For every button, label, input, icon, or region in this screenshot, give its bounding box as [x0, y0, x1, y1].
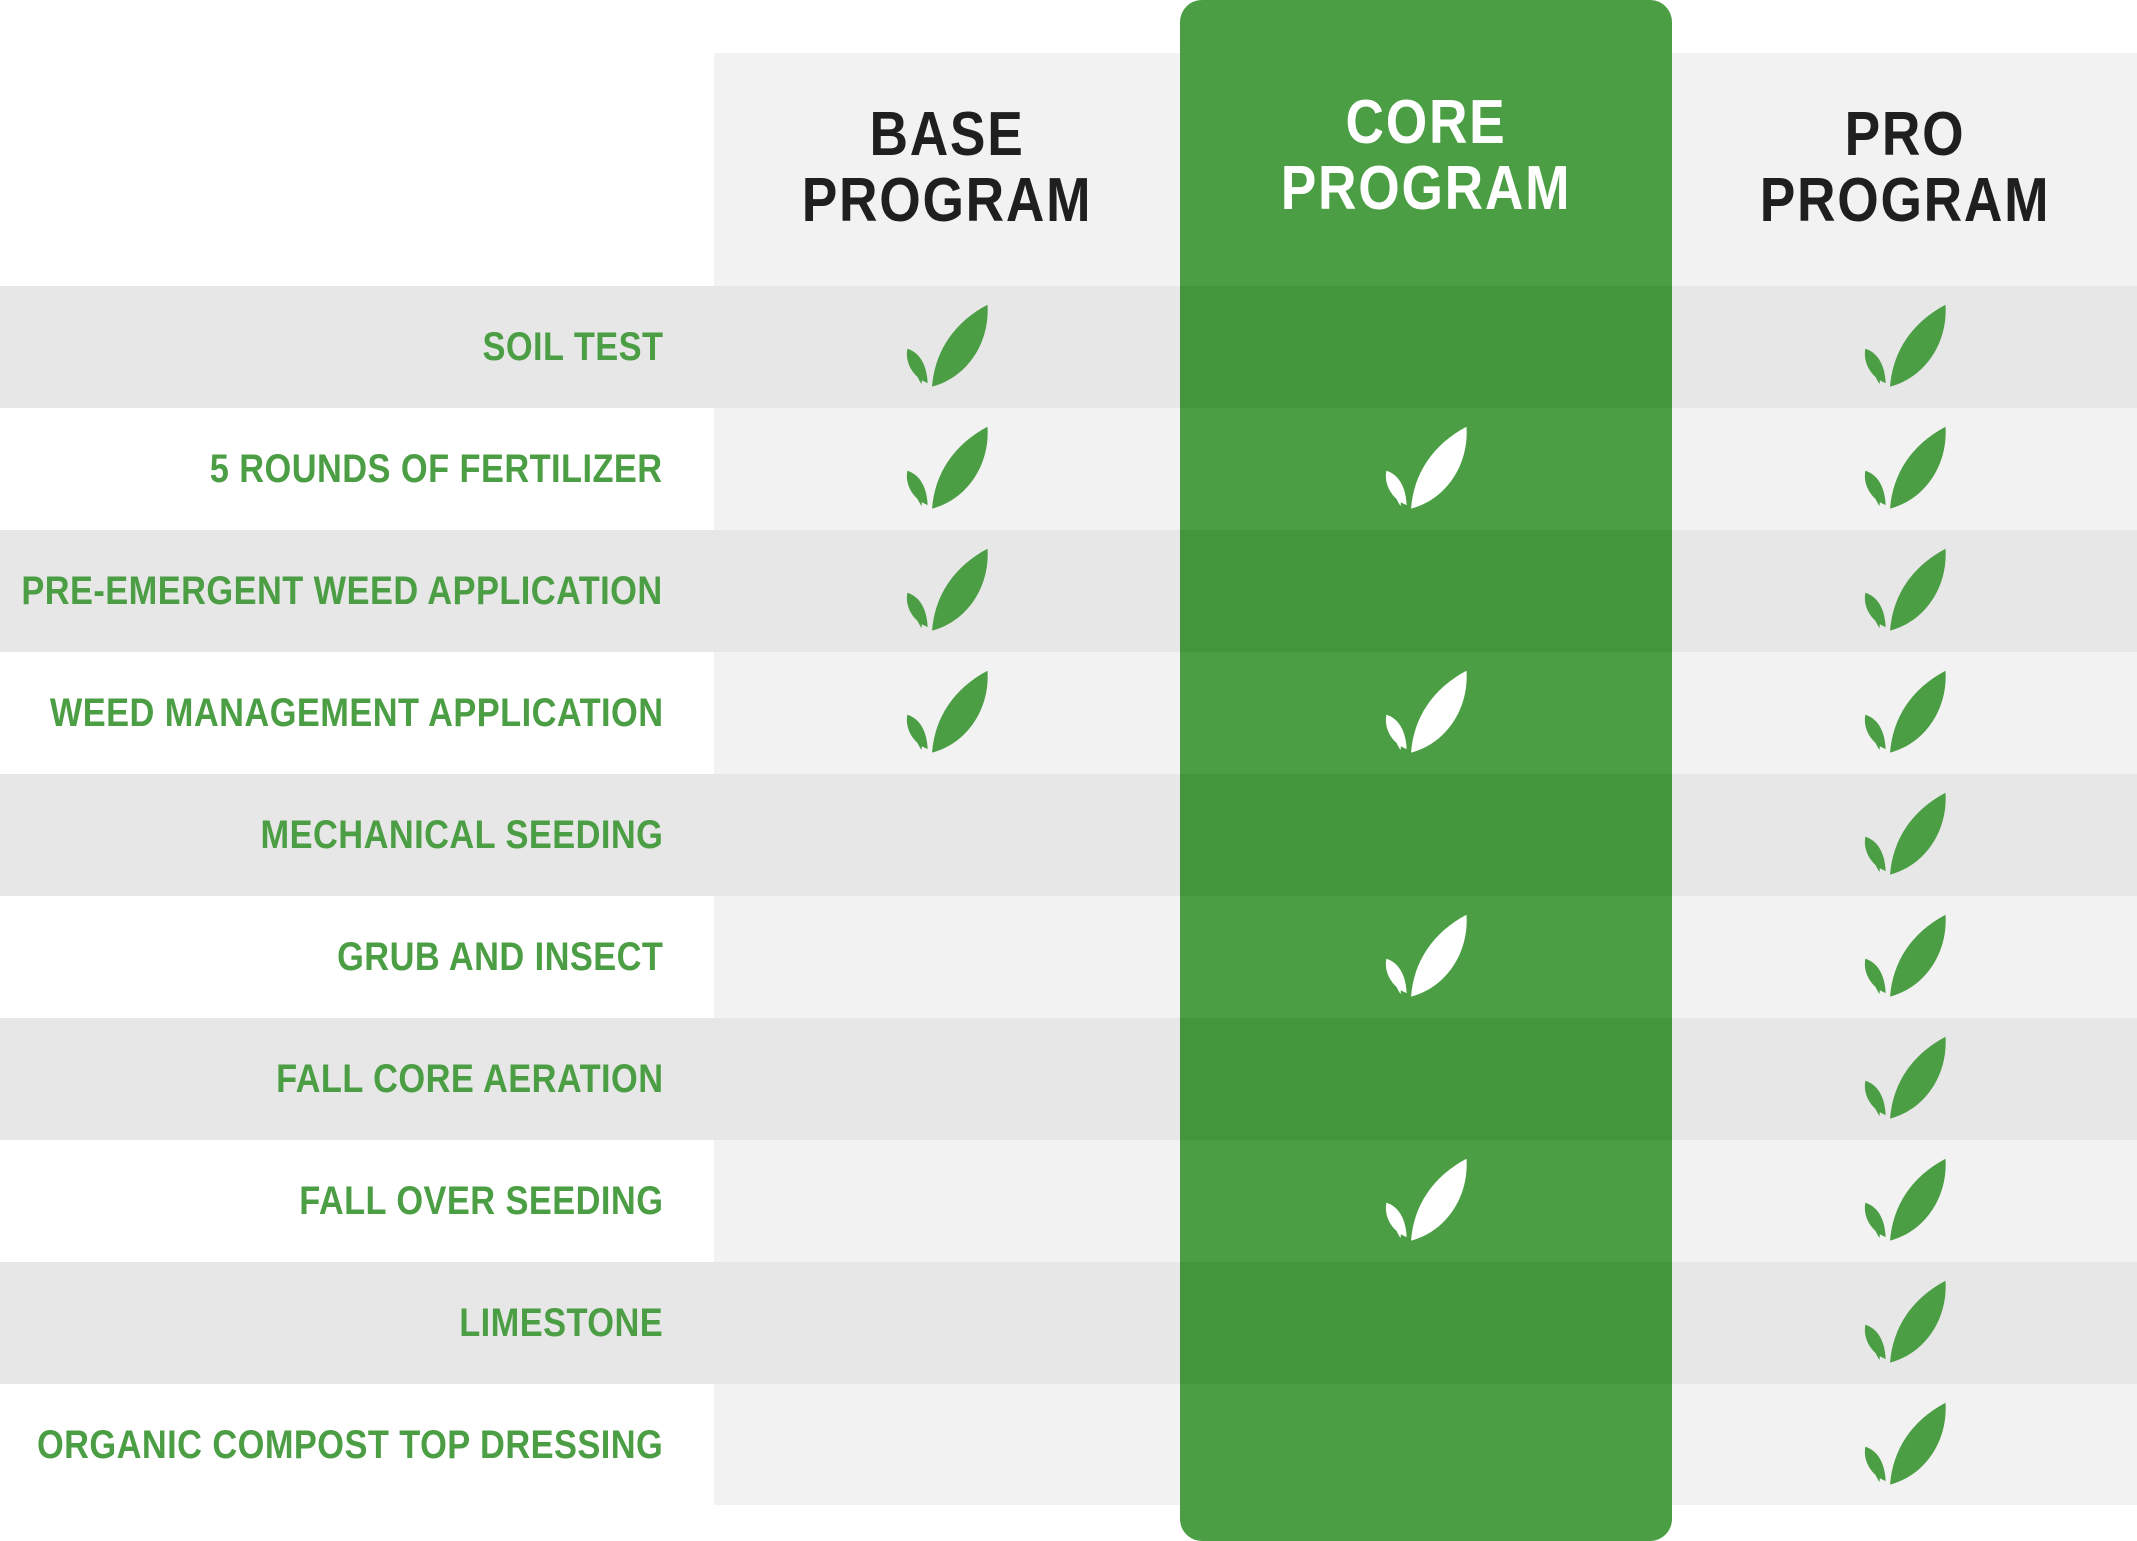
leaf-check-icon	[1382, 1035, 1470, 1123]
pro-program-heading-line2: PROGRAM	[1759, 166, 2051, 235]
pro-program-cell	[1672, 1018, 2137, 1140]
table-row: LIMESTONE	[0, 1262, 2137, 1384]
table-row: GRUB AND INSECT	[0, 896, 2137, 1018]
pro-program-cell	[1672, 408, 2137, 530]
core-program-cell	[1193, 530, 1659, 652]
table-row: FALL OVER SEEDING	[0, 1140, 2137, 1262]
leaf-check-icon	[903, 547, 991, 635]
core-program-cell	[1193, 408, 1659, 530]
feature-label: LIMESTONE	[459, 1301, 663, 1345]
core-program-cell	[1193, 652, 1659, 774]
core-program-cell	[1193, 1018, 1659, 1140]
leaf-check-icon	[1382, 791, 1470, 879]
pro-program-heading-line1: PRO	[1844, 100, 1966, 169]
core-program-heading: CORE PROGRAM	[1226, 90, 1627, 222]
base-program-cell	[714, 1018, 1180, 1140]
base-program-heading-line2: PROGRAM	[801, 166, 1093, 235]
leaf-check-icon	[1382, 547, 1470, 635]
leaf-check-icon	[1382, 669, 1470, 757]
base-program-cell	[714, 1384, 1180, 1506]
feature-label: SOIL TEST	[481, 325, 663, 369]
leaf-check-icon	[1382, 303, 1470, 391]
base-program-cell	[714, 1262, 1180, 1384]
leaf-check-icon	[1861, 547, 1949, 635]
feature-label: FALL OVER SEEDING	[298, 1179, 663, 1223]
base-program-cell	[714, 774, 1180, 896]
table-row: WEED MANAGEMENT APPLICATION	[0, 652, 2137, 774]
feature-label: 5 ROUNDS OF FERTILIZER	[210, 447, 663, 491]
leaf-check-icon	[1861, 303, 1949, 391]
pro-program-cell	[1672, 652, 2137, 774]
base-program-heading: BASE PROGRAM	[747, 102, 1148, 234]
pro-program-cell	[1672, 1384, 2137, 1506]
feature-label: GRUB AND INSECT	[336, 935, 663, 979]
leaf-check-icon	[1861, 1279, 1949, 1367]
pro-program-cell	[1672, 530, 2137, 652]
pro-program-cell	[1672, 896, 2137, 1018]
table-row: SOIL TEST	[0, 286, 2137, 408]
leaf-check-icon	[1861, 1157, 1949, 1245]
leaf-check-icon	[1861, 425, 1949, 513]
core-program-cell	[1193, 1140, 1659, 1262]
base-program-heading-line1: BASE	[869, 100, 1025, 169]
base-program-cell	[714, 1140, 1180, 1262]
leaf-check-icon	[903, 669, 991, 757]
leaf-check-icon	[1861, 1035, 1949, 1123]
core-program-cell	[1193, 286, 1659, 408]
table-row: PRE-EMERGENT WEED APPLICATION	[0, 530, 2137, 652]
core-program-cell	[1193, 774, 1659, 896]
core-program-heading-line2: PROGRAM	[1280, 154, 1572, 223]
table-row: FALL CORE AERATION	[0, 1018, 2137, 1140]
core-program-heading-line1: CORE	[1345, 88, 1507, 157]
core-program-cell	[1193, 1262, 1659, 1384]
leaf-check-icon	[1861, 791, 1949, 879]
leaf-check-icon	[903, 303, 991, 391]
table-row: ORGANIC COMPOST TOP DRESSING	[0, 1384, 2137, 1506]
leaf-check-icon	[1382, 425, 1470, 513]
feature-label: MECHANICAL SEEDING	[260, 813, 663, 857]
feature-label: WEED MANAGEMENT APPLICATION	[49, 691, 663, 735]
leaf-check-icon	[1861, 913, 1949, 1001]
pro-program-cell	[1672, 1140, 2137, 1262]
core-program-cell	[1193, 1384, 1659, 1506]
leaf-check-icon	[1382, 913, 1470, 1001]
core-program-cell	[1193, 896, 1659, 1018]
base-program-cell	[714, 896, 1180, 1018]
feature-label: ORGANIC COMPOST TOP DRESSING	[36, 1423, 663, 1467]
table-row: 5 ROUNDS OF FERTILIZER	[0, 408, 2137, 530]
leaf-check-icon	[1382, 1157, 1470, 1245]
table-row: MECHANICAL SEEDING	[0, 774, 2137, 896]
leaf-check-icon	[1861, 1401, 1949, 1489]
pro-program-heading: PRO PROGRAM	[1705, 102, 2106, 234]
feature-label: PRE-EMERGENT WEED APPLICATION	[21, 569, 663, 613]
pro-program-cell	[1672, 1262, 2137, 1384]
base-program-cell	[714, 530, 1180, 652]
base-program-cell	[714, 408, 1180, 530]
base-program-cell	[714, 652, 1180, 774]
pro-program-cell	[1672, 286, 2137, 408]
leaf-check-icon	[1382, 1279, 1470, 1367]
feature-label: FALL CORE AERATION	[275, 1057, 663, 1101]
pro-program-cell	[1672, 774, 2137, 896]
leaf-check-icon	[1861, 669, 1949, 757]
base-program-cell	[714, 286, 1180, 408]
leaf-check-icon	[903, 425, 991, 513]
